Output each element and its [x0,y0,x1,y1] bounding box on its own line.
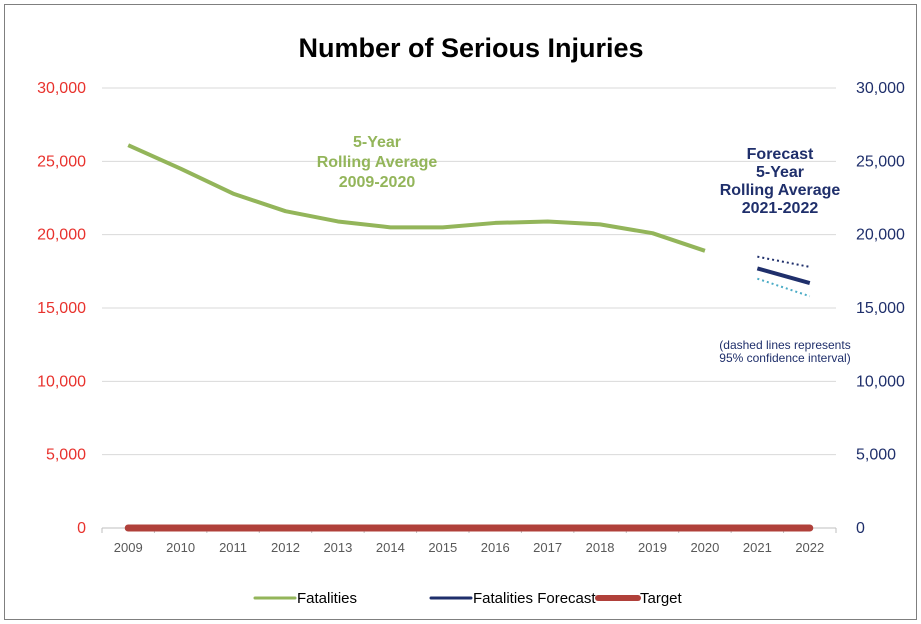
forecast-lower-ci-line [757,277,811,298]
x-tick-label: 2009 [114,540,143,555]
forecast-annotation-line: 2021-2022 [742,200,819,217]
y-axis-left: 0 5,000 10,000 15,000 20,000 25,000 30,000 [37,80,86,537]
confidence-interval-note: (dashed lines represents 95% confidence i… [719,338,850,365]
forecast-annotation-line: 5-Year [756,164,804,181]
y-left-tick-label: 5,000 [46,447,86,464]
x-tick-label: 2021 [743,540,772,555]
historical-annotation-line: 2009-2020 [339,174,416,191]
x-axis: 2009 2010 2011 2012 2013 2014 2015 2016 2017 2018… [101,527,837,555]
series-fatalities-line [127,143,706,253]
serious-injuries-chart: Number of Serious Injuries 0 5,000 10,000 1… [37,33,905,607]
legend-label: Target [640,590,683,607]
confidence-interval-note-line: 95% confidence interval) [719,351,850,365]
x-tick-label: 2015 [428,540,457,555]
forecast-annotation: Forecast 5-Year Rolling Average 2021-2022 [720,146,841,217]
x-tick-label: 2022 [795,540,824,555]
y-left-tick-label: 30,000 [37,80,86,97]
forecast-annotation-line: Rolling Average [720,182,841,199]
y-axis-right: 0 5,000 10,000 15,000 20,000 25,000 30,000 [856,80,905,537]
historical-annotation-line: 5-Year [353,134,401,151]
y-right-tick-label: 20,000 [856,227,905,244]
y-right-tick-label: 10,000 [856,373,905,390]
y-right-tick-label: 5,000 [856,447,896,464]
chart-title: Number of Serious Injuries [298,33,643,63]
legend-label: Fatalities [297,590,357,607]
x-tick-label: 2010 [166,540,195,555]
historical-annotation: 5-Year Rolling Average 2009-2020 [317,134,438,191]
y-left-tick-label: 10,000 [37,373,86,390]
x-tick-label: 2016 [481,540,510,555]
historical-annotation-line: Rolling Average [317,154,438,171]
y-right-tick-label: 0 [856,520,865,537]
series-lines [124,143,814,532]
x-tick-label: 2013 [323,540,352,555]
x-tick-label: 2012 [271,540,300,555]
x-tick-label: 2019 [638,540,667,555]
x-tick-label: 2011 [219,540,247,555]
y-right-tick-label: 15,000 [856,300,905,317]
legend-label: Fatalities Forecast [473,590,596,607]
y-right-tick-label: 30,000 [856,80,905,97]
x-tick-label: 2014 [376,540,405,555]
y-left-tick-label: 20,000 [37,227,86,244]
y-left-tick-label: 15,000 [37,300,86,317]
forecast-annotation-line: Forecast [747,146,814,163]
y-left-tick-label: 0 [77,520,86,537]
series-fatalities-forecast-line [756,266,811,285]
x-tick-label: 2018 [586,540,615,555]
gridlines [102,87,836,456]
x-tick-label: 2017 [533,540,562,555]
y-left-tick-label: 25,000 [37,153,86,170]
chart-frame: Number of Serious Injuries 0 5,000 10,000 1… [4,4,917,620]
y-right-tick-label: 25,000 [856,153,905,170]
x-tick-label: 2020 [690,540,719,555]
legend: Fatalities Fatalities Forecast Target [253,590,683,607]
confidence-interval-note-line: (dashed lines represents [719,338,850,352]
forecast-upper-ci-line [757,255,810,268]
